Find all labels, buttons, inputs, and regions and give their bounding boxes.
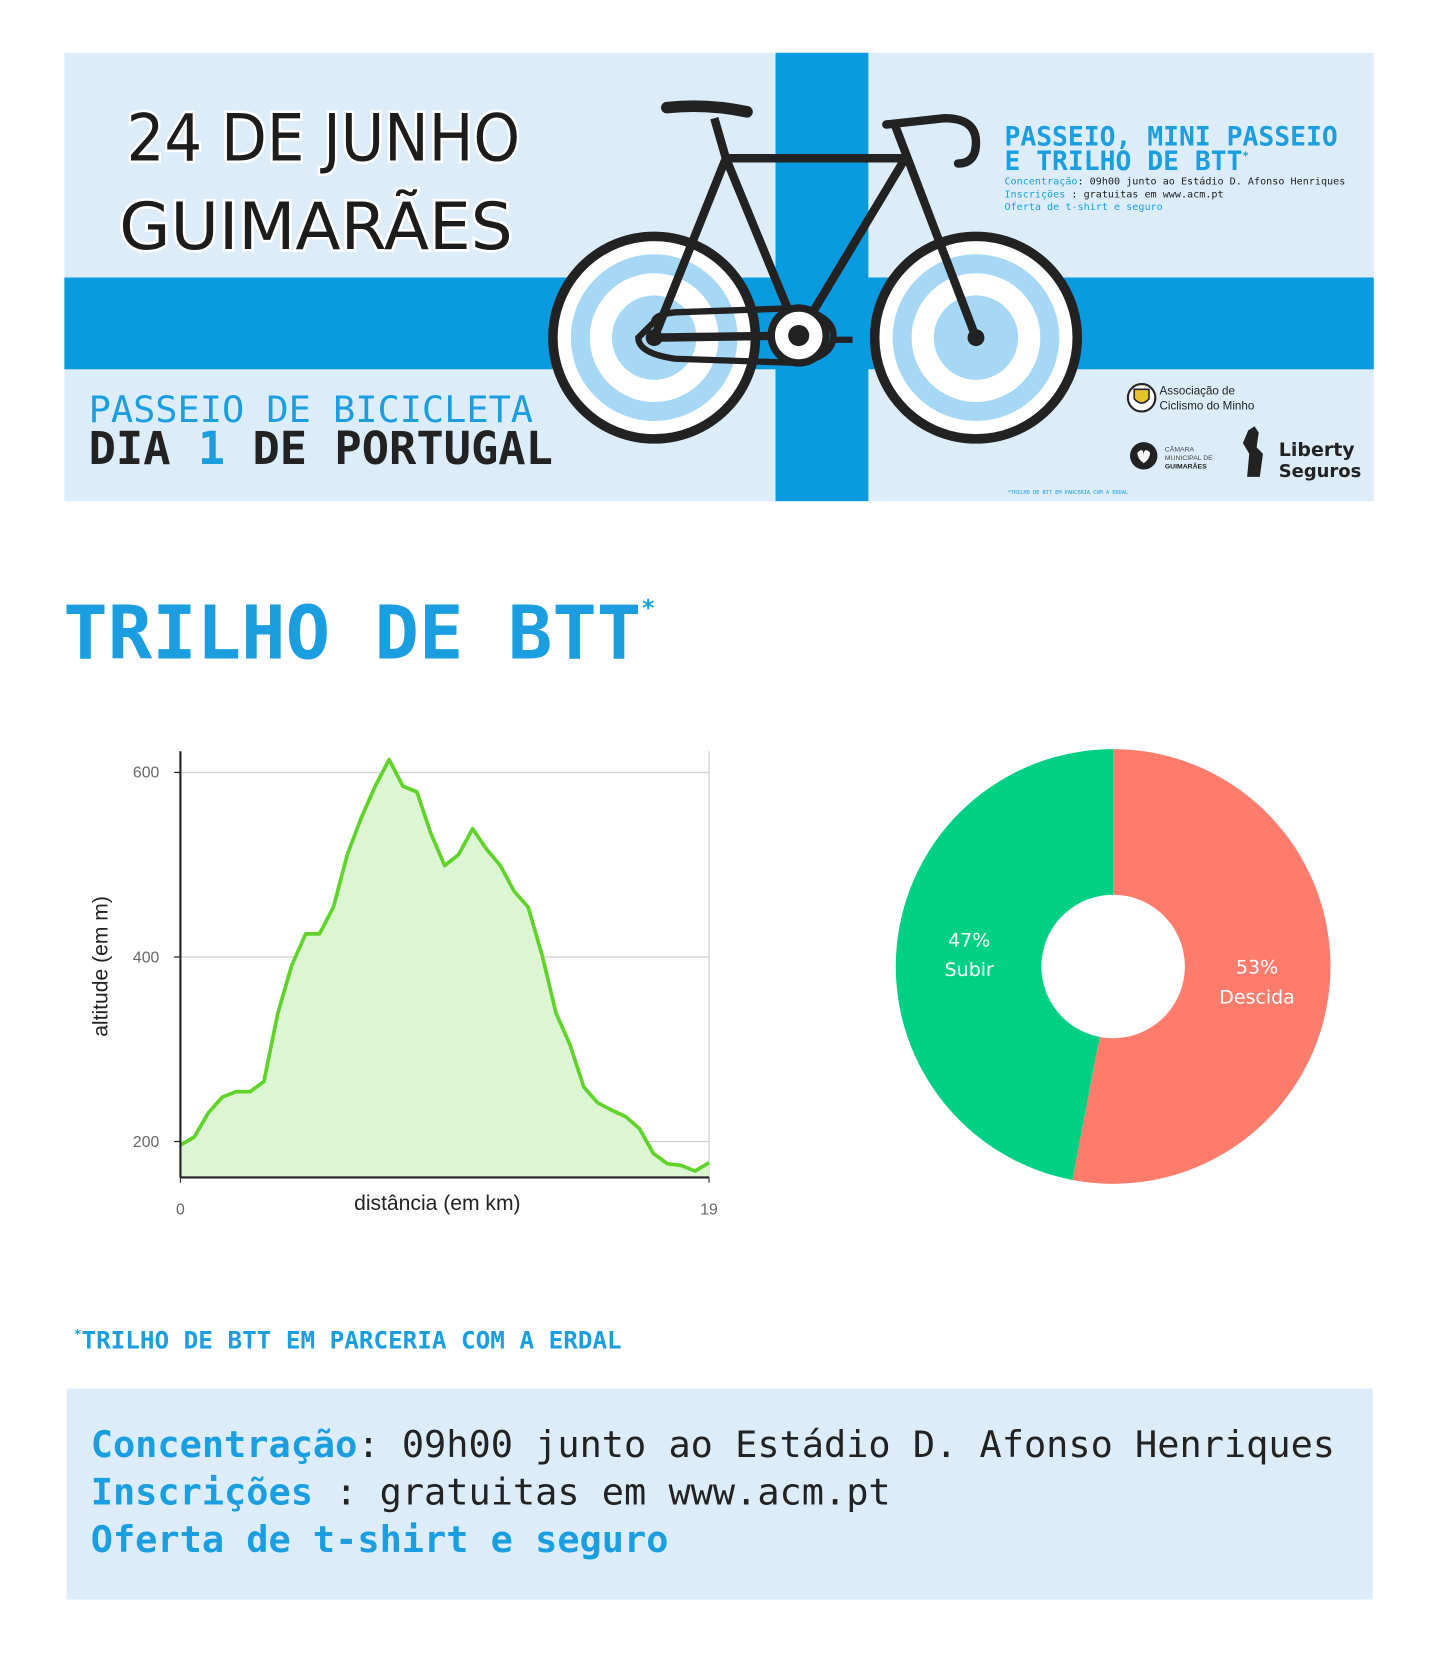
info-box [66,1388,1373,1600]
banner-info: Inscrições : gratuitas em www.acm.pt [1004,189,1223,200]
partner-text: GUIMARÃES [1165,461,1207,470]
area-fill [180,759,710,1178]
partner-logos: Associação de Ciclismo do Minho CÂMARA M… [1126,383,1361,482]
footnote-mark: * [74,1326,82,1341]
charts: 200 400 600 0 19 distância (em km) altitude (e… [90,749,1331,1218]
footnote: *TRILHO DE BTT EM PARCERIA COM A ERDAL [74,1325,622,1354]
rides-text: E TRILHO DE BTT [1004,147,1242,177]
info-text: : 09h00 junto ao Estádio D. Afonso Henri… [357,1423,1335,1466]
x-tick-label: 19 [700,1201,718,1218]
info-text: : gratuitas em www.acm.pt [1065,189,1223,200]
banner-footnote: *TRILHO DE BTT EM PARCERIA COM A ERDAL [1008,490,1128,496]
slice-value-label: 47% [948,930,990,952]
banner-day: DIA 1 DE PORTUGAL [89,422,553,475]
day-part: DIA [89,422,198,475]
partner-text: Liberty [1279,439,1356,461]
bicycle [548,100,1083,444]
section-title-mark: * [641,595,655,622]
slice-category-label: Descida [1219,986,1295,1008]
banner-info: Concentração: 09h00 junto ao Estádio D. … [1004,176,1345,188]
info-label: Inscrições [1004,189,1065,200]
partner-text: Seguros [1279,461,1361,482]
cross-vertical [775,52,869,502]
y-tick-label: 600 [133,765,160,782]
partner-text: Ciclismo do Minho [1160,399,1255,412]
banner-rides: PASSEIO, MINI PASSEIO [1004,123,1337,153]
section-title: TRILHO DE BTT* [63,590,655,676]
partner-text: Associação de [1160,385,1235,398]
y-tick-label: 200 [133,1134,160,1151]
info-line: Concentração: 09h00 junto ao Estádio D. … [91,1423,1335,1466]
banner-rides: E TRILHO DE BTT* [1004,147,1248,177]
info-label: Inscrições [91,1471,313,1514]
rides-mark: * [1243,150,1249,162]
slice-category-label: Subir [945,959,994,981]
x-axis-title: distância (em km) [354,1192,520,1215]
x-tick-label: 0 [176,1201,185,1218]
day-part: 1 [198,422,225,475]
info-line: Inscrições : gratuitas em www.acm.pt [91,1471,891,1514]
info-line: Oferta de t-shirt e seguro [91,1518,669,1561]
partner-text: MUNICIPAL DE [1165,455,1213,462]
y-axis-title: altitude (em m) [90,896,113,1037]
info-text: : gratuitas em www.acm.pt [313,1471,891,1514]
info-label: Concentração [1004,177,1077,188]
y-tick-label: 400 [133,949,160,966]
pie-slice [895,749,1114,1180]
banner-event: PASSEIO DE BICICLETA [89,388,533,431]
elevation-line [179,757,710,1173]
slice-value-label: 53% [1236,957,1278,979]
banner-date: 24 DE JUNHO [127,100,521,176]
info-text: : 09h00 junto ao Estádio D. Afonso Henri… [1078,176,1346,188]
pie-slice [1072,749,1331,1184]
section-title-text: TRILHO DE BTT [63,590,641,676]
footnote-text: TRILHO DE BTT EM PARCERIA COM A ERDAL [81,1325,621,1354]
banner-info: Oferta de t-shirt e seguro [1004,202,1162,213]
content: 24 DE JUNHO GUIMARÃES PASSEIO DE BICICLE… [63,52,1374,1600]
day-part: DE PORTUGAL [225,422,553,475]
info-label: Concentração [91,1423,358,1466]
banner: 24 DE JUNHO GUIMARÃES PASSEIO DE BICICLE… [64,52,1374,502]
partner-text: CÂMARA [1165,445,1195,454]
banner-city: GUIMARÃES [119,188,513,265]
